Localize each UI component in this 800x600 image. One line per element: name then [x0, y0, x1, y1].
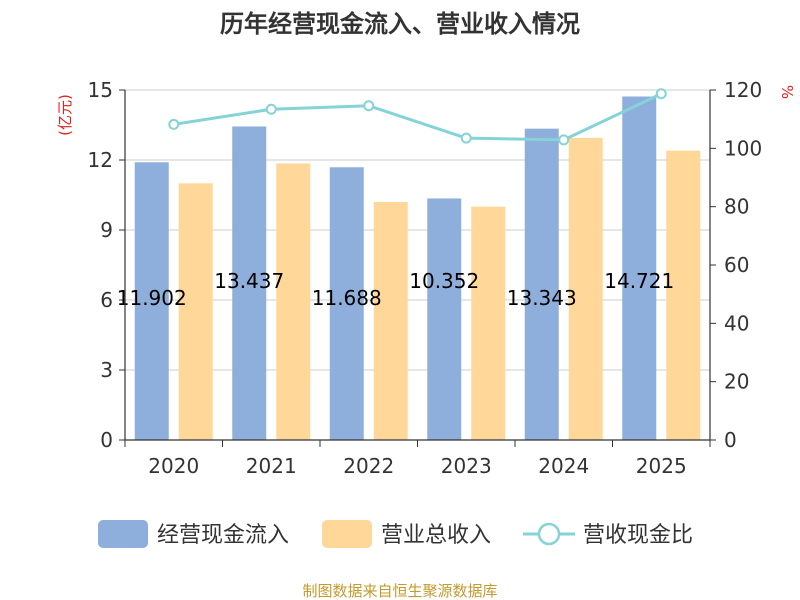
left-tick-label: 3	[100, 358, 113, 382]
legend-swatch-revenue	[322, 520, 372, 548]
right-tick-label: 120	[724, 78, 762, 102]
bar-cash-inflow	[329, 167, 364, 440]
ratio-line	[168, 88, 667, 146]
legend-swatch-cash-inflow	[98, 520, 148, 548]
bar-value-label: 14.721	[604, 269, 674, 293]
x-tick-label: 2024	[538, 454, 589, 478]
x-axis-ticks: 2020 2021 2022 2023 2024 2025	[124, 440, 711, 478]
left-tick-label: 0	[100, 428, 113, 452]
left-tick-label: 9	[100, 218, 113, 242]
x-tick-label: 2021	[246, 454, 297, 478]
right-axis-unit: %	[778, 85, 796, 99]
bar-labels: 11.902 13.437 11.688 10.352 13.343 14.721	[117, 269, 674, 310]
right-axis-ticks: 0 20 40 60 80 100 120	[710, 78, 762, 452]
left-tick-label: 12	[88, 148, 113, 172]
left-tick-label: 6	[100, 288, 113, 312]
legend-label-cash-inflow: 经营现金流入	[157, 523, 289, 548]
ratio-point	[168, 118, 180, 130]
right-tick-label: 80	[724, 195, 749, 219]
x-tick-label: 2022	[343, 454, 394, 478]
bar-revenue	[471, 206, 506, 440]
bar-value-label: 11.902	[117, 286, 187, 310]
bar-revenue	[178, 183, 213, 441]
chart-title: 历年经营现金流入、营业收入情况	[220, 10, 580, 38]
right-tick-label: 0	[724, 428, 737, 452]
right-tick-label: 40	[724, 311, 749, 335]
ratio-polyline	[173, 92, 662, 142]
legend-label-ratio: 营收现金比	[583, 523, 693, 548]
bar-revenue	[666, 150, 701, 440]
bar-value-label: 13.343	[507, 286, 577, 310]
legend: 经营现金流入 营业总收入 营收现金比	[98, 520, 693, 548]
right-tick-label: 100	[724, 136, 762, 160]
bars	[134, 96, 701, 441]
right-tick-label: 20	[724, 370, 749, 394]
bar-cash-inflow	[622, 96, 657, 440]
bar-revenue	[568, 137, 603, 441]
x-tick-label: 2023	[441, 454, 492, 478]
ratio-point	[655, 88, 667, 100]
left-axis-ticks: 0 3 6 9 12 15	[88, 78, 125, 452]
bar-cash-inflow	[524, 128, 559, 440]
legend-swatch-ratio-marker	[537, 522, 561, 546]
ratio-point	[265, 103, 277, 115]
bar-revenue	[373, 202, 408, 440]
ratio-point	[363, 100, 375, 112]
ratio-point	[460, 132, 472, 144]
legend-label-revenue: 营业总收入	[381, 523, 491, 548]
bar-value-label: 11.688	[312, 286, 382, 310]
bar-revenue	[276, 163, 311, 440]
x-tick-label: 2025	[636, 454, 687, 478]
x-tick-label: 2020	[148, 454, 199, 478]
bar-value-label: 13.437	[214, 269, 284, 293]
bar-cash-inflow	[232, 126, 267, 440]
ratio-point	[558, 134, 570, 146]
right-tick-label: 60	[724, 253, 749, 277]
left-tick-label: 15	[88, 78, 113, 102]
bar-value-label: 10.352	[409, 269, 479, 293]
bar-cash-inflow	[427, 198, 462, 440]
source-footer: 制图数据来自恒生聚源数据库	[302, 582, 497, 600]
bar-cash-inflow	[134, 162, 169, 440]
left-axis-unit: (亿元)	[56, 94, 74, 136]
